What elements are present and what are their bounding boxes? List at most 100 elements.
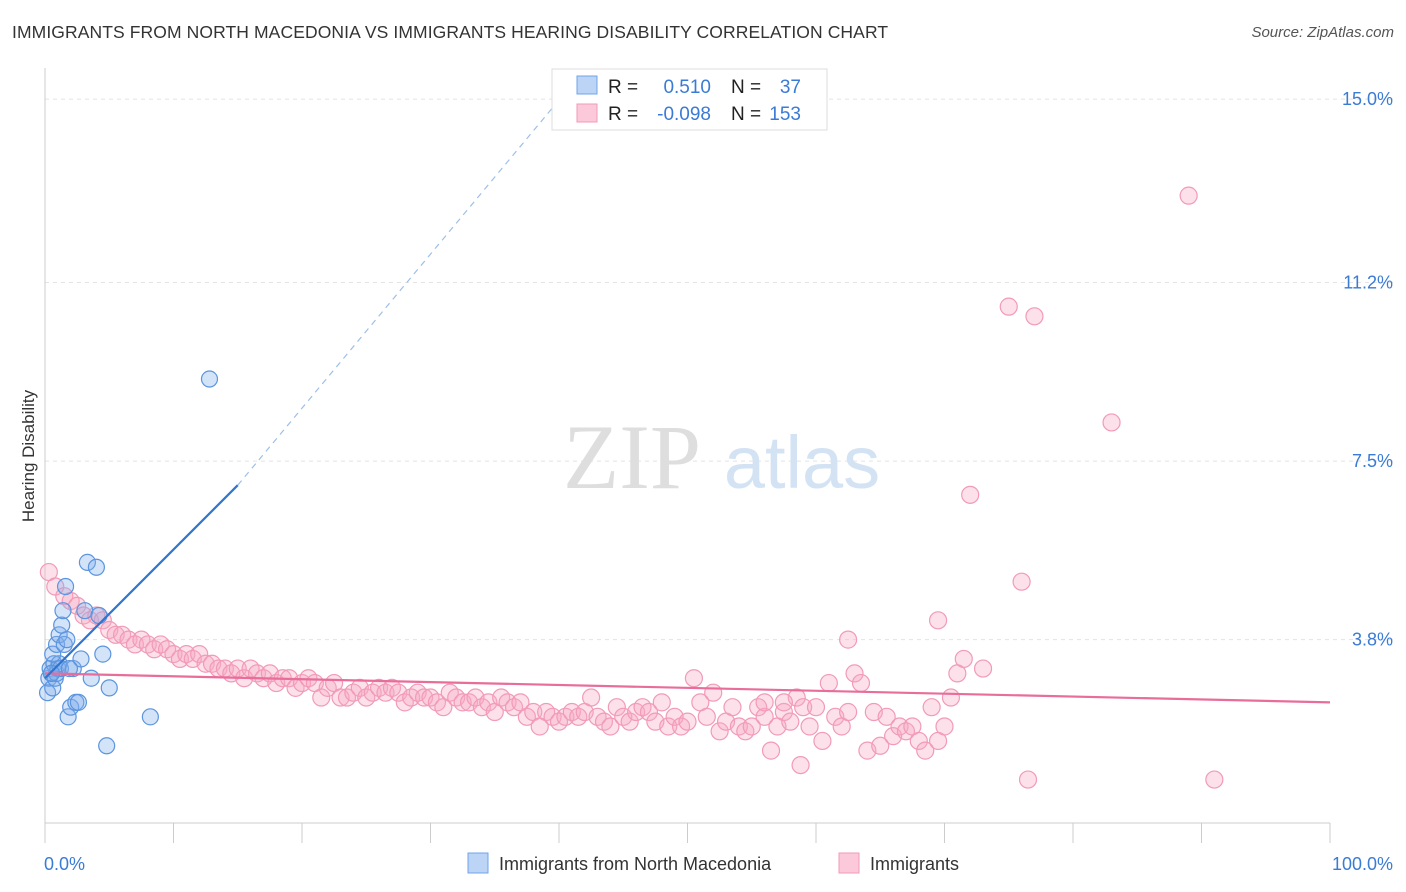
series-legend-blue-swatch [467,852,489,874]
pink-point [659,717,678,736]
blue-point [87,558,106,576]
pink-point [794,698,813,717]
pink-point [909,731,928,751]
pink-point [582,688,601,707]
pink-point [1179,186,1198,205]
pink-point [791,755,810,775]
pink-point [723,698,742,717]
pink-point [1012,572,1031,591]
y-tick-label: 11.2% [1343,273,1393,293]
blue-point [69,693,88,711]
stats-r-label-pink: R = [608,104,638,125]
tick-labels: 3.8% 7.5% 11.2% 15.0% 0.0% 100.0% [44,89,1393,874]
blue-point [200,370,219,388]
gridlines [45,98,1393,641]
pink-point [607,698,626,717]
y-tick-label: 3.8% [1352,630,1393,650]
series-legend: Immigrants from North Macedonia Immigran… [467,852,959,874]
pink-point [1205,770,1224,789]
x-tick-label: 0.0% [44,854,85,874]
pink-point [819,673,838,693]
pink-point [774,693,793,712]
blue-series-points [38,370,219,755]
blue-point [55,635,73,654]
stats-n-label-pink: N = [731,104,761,125]
pink-point [813,731,832,751]
stats-legend-blue-swatch [576,75,598,95]
y-axis-label: Hearing Disability [19,389,38,522]
blue-point [82,669,100,687]
pink-point [639,702,659,722]
pink-point [871,736,890,755]
blue-point [94,645,112,663]
pink-point [845,664,864,683]
y-tick-label: 7.5% [1352,451,1393,471]
x-tick-label: 100.0% [1332,854,1393,874]
blue-point [60,659,79,678]
blue-point [53,616,71,634]
watermark: ZIP atlas [563,406,880,508]
pink-point [620,712,639,731]
pink-point [973,659,993,678]
pink-point [697,707,716,726]
series-legend-pink-label: Immigrants [870,854,959,874]
pink-point [961,485,980,504]
trend-lines [44,84,1331,704]
pink-point [684,669,704,688]
pink-point [999,297,1018,316]
pink-point [710,722,729,741]
pink-point [839,702,858,722]
pink-point [800,717,819,736]
watermark-atlas: atlas [724,421,880,504]
blue-point [90,606,108,625]
pink-point [755,693,774,712]
source-label: Source: ZipAtlas.com [1251,24,1394,41]
pink-trend-line [44,672,1331,704]
pink-point [781,712,800,731]
pink-point [190,644,209,664]
pink-point [1018,770,1038,789]
pink-point [1102,413,1121,432]
y-tick-label: 15.0% [1342,89,1393,109]
axes [44,68,1331,843]
blue-trend-line [44,484,239,680]
pink-point [312,688,331,707]
stats-r-value-blue: 0.510 [663,77,711,98]
blue-trend-extension [237,84,573,486]
pink-point [601,717,620,736]
series-legend-blue-label: Immigrants from North Macedonia [499,854,772,874]
series-legend-pink-swatch [838,852,860,874]
pink-point [839,630,858,649]
pink-point [954,649,973,669]
pink-point [935,717,954,736]
pink-point [678,712,697,731]
pink-point [774,702,793,722]
blue-point [78,553,97,572]
stats-n-label-blue: N = [731,77,761,98]
pink-point [761,741,781,760]
stats-legend: R = 0.510 N = 37 R = -0.098 N = 153 [551,68,828,131]
pink-point [704,683,723,702]
pink-point [1025,307,1044,326]
pink-point [916,741,935,760]
stats-n-value-blue: 37 [780,77,801,98]
blue-point [38,684,57,702]
pink-point [928,611,948,630]
chart-title: IMMIGRANTS FROM NORTH MACEDONIA VS IMMIG… [12,22,889,42]
pink-point [755,707,774,726]
stats-r-label-blue: R = [608,77,638,98]
blue-point [141,708,159,726]
stats-n-value-pink: 153 [769,104,801,125]
stats-legend-pink-swatch [576,103,598,123]
blue-point [54,602,72,620]
blue-point [72,650,90,668]
blue-point [98,737,116,755]
blue-point [44,645,62,663]
pink-point [851,673,871,693]
blue-point [59,708,77,726]
pink-point [941,688,961,707]
pink-point [922,698,941,717]
stats-r-value-pink: -0.098 [657,104,711,125]
pink-point [877,707,896,726]
pink-point [652,693,671,712]
